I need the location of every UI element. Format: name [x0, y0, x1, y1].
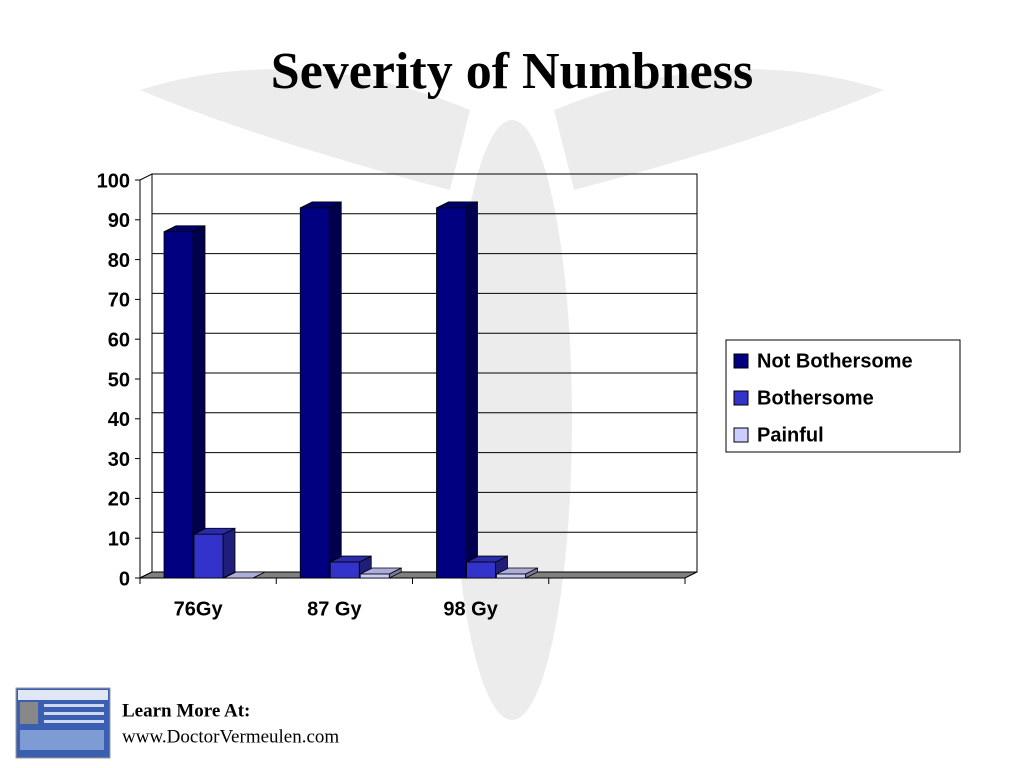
y-tick-label: 30 [108, 449, 130, 471]
legend-swatch [733, 390, 749, 406]
y-tick-label: 60 [108, 329, 130, 351]
bar-side [222, 527, 236, 579]
bar [466, 561, 496, 579]
bar [436, 207, 466, 579]
x-tick-label: 87 Gy [307, 598, 362, 620]
footer-thumbnail [15, 687, 111, 759]
bar [359, 573, 390, 579]
y-tick-label: 50 [108, 369, 130, 391]
y-tick-label: 0 [119, 568, 130, 590]
y-tick-label: 10 [108, 528, 130, 550]
bar [329, 561, 360, 579]
y-tick-label: 90 [108, 210, 130, 232]
legend-label: Not Bothersome [757, 350, 913, 372]
y-tick-label: 40 [108, 409, 130, 431]
side-wall [139, 173, 153, 579]
bar-side [192, 225, 206, 579]
y-tick-label: 20 [108, 489, 130, 511]
bar [299, 207, 330, 579]
x-tick-label: 98 Gy [443, 598, 498, 620]
bar [496, 573, 526, 579]
bar [193, 533, 224, 579]
y-tick-label: 70 [108, 290, 130, 312]
bar [163, 231, 194, 579]
chart-title: Severity of Numbness [271, 43, 753, 100]
y-tick-label: 100 [97, 170, 130, 192]
x-tick-label: 76Gy [174, 598, 224, 620]
footer-url: www.DoctorVermeulen.com [122, 726, 339, 747]
legend-label: Bothersome [757, 387, 874, 409]
bar-top [223, 571, 266, 579]
bar-side [465, 201, 478, 579]
legend-swatch [733, 427, 749, 443]
legend-swatch [733, 353, 749, 369]
legend-label: Painful [757, 424, 824, 446]
footer-heading: Learn More At: [122, 700, 250, 721]
y-tick-label: 80 [108, 250, 130, 272]
legend [725, 339, 961, 453]
bar-side [328, 201, 342, 579]
